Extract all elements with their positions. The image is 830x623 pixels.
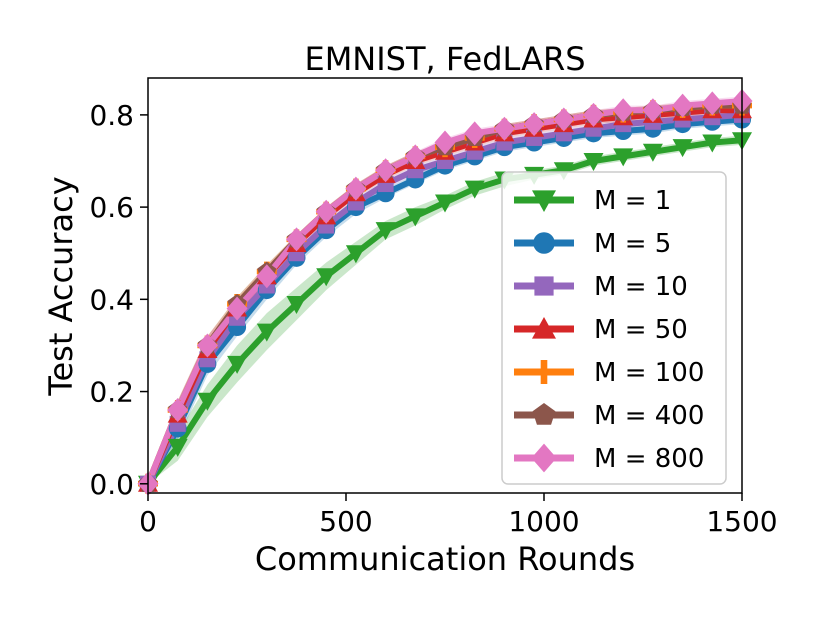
- y-tick-label: 0.6: [89, 191, 134, 224]
- y-tick-label: 0.8: [89, 99, 134, 132]
- series-7-point: [553, 107, 575, 132]
- legend-item: M = 100: [514, 358, 704, 388]
- series-markers: [137, 89, 753, 496]
- series-1-point: [435, 194, 455, 213]
- y-axis-ticks: 0.0 0.2 0.4 0.6 0.8: [89, 99, 148, 501]
- y-axis-label: Test Accuracy: [42, 176, 80, 396]
- legend-marker: [532, 360, 556, 384]
- y-tick-label: 0.4: [89, 283, 134, 316]
- x-tick-label: 500: [319, 505, 372, 538]
- series-1-point: [553, 162, 574, 181]
- series-7-point: [612, 98, 634, 123]
- x-tick-label: 1500: [706, 505, 777, 538]
- x-axis-label: Communication Rounds: [255, 540, 635, 578]
- series-7-point: [672, 93, 694, 118]
- legend-item: M = 1: [514, 186, 671, 216]
- series-7-point: [583, 102, 604, 127]
- legend-label: M = 100: [594, 358, 704, 388]
- legend-marker: [532, 403, 556, 425]
- series-7-point: [701, 91, 723, 116]
- legend-item: M = 50: [514, 315, 688, 345]
- series-7-point: [286, 227, 307, 252]
- legend-marker: [531, 443, 557, 473]
- legend-marker: [532, 317, 556, 339]
- series-1-point: [256, 323, 277, 342]
- series-7-point: [167, 398, 189, 422]
- series-7-point: [523, 112, 545, 137]
- legend: M = 1 M = 5 M = 10 M = 50 M = 100 M = 400 M = …: [501, 171, 727, 485]
- legend-label: M = 5: [594, 229, 671, 259]
- series-1-point: [464, 180, 485, 199]
- x-tick-label: 0: [139, 505, 157, 538]
- legend-item: M = 10: [514, 272, 688, 302]
- series-1-point: [642, 143, 663, 162]
- chart-title: EMNIST, FedLARS: [304, 40, 585, 78]
- series-7-point: [226, 296, 248, 321]
- series-1-point: [613, 148, 634, 167]
- legend-label: M = 1: [594, 186, 671, 216]
- series-1-point: [197, 392, 218, 411]
- y-tick-label: 0.0: [89, 468, 134, 501]
- legend-item: M = 400: [514, 401, 704, 431]
- legend-label: M = 50: [594, 315, 688, 345]
- series-7-point: [642, 98, 664, 123]
- series-7-point: [196, 333, 218, 358]
- series-1-point: [227, 355, 248, 374]
- series-1-point: [316, 268, 337, 287]
- legend-box: [501, 171, 727, 485]
- series-2-band: [148, 114, 742, 484]
- series-7-point: [345, 176, 367, 201]
- x-tick-label: 1000: [508, 505, 579, 538]
- series-1-point: [345, 245, 366, 264]
- series-7-point: [375, 158, 397, 183]
- plot-frame: [147, 77, 743, 494]
- legend-label: M = 400: [594, 401, 704, 431]
- legend-label: M = 800: [594, 444, 704, 474]
- legend-item: M = 5: [514, 229, 671, 259]
- series-7-point: [493, 116, 515, 141]
- legend-marker: [532, 190, 556, 212]
- series-1-point: [167, 438, 188, 457]
- y-tick-label: 0.2: [89, 376, 134, 409]
- series-7-point: [256, 264, 278, 289]
- series-1-point: [702, 134, 723, 153]
- series-7-point: [434, 130, 456, 155]
- series-7-point: [315, 199, 337, 224]
- series-1-point: [375, 222, 396, 241]
- series-1-point: [405, 208, 426, 227]
- series-7-point: [464, 121, 486, 146]
- x-axis-ticks: 0 500 1000 1500: [139, 493, 778, 538]
- legend-item: M = 800: [514, 443, 704, 474]
- series-1-point: [286, 295, 307, 314]
- legend-marker: [533, 232, 555, 254]
- series-1-point: [583, 153, 604, 171]
- series-7-point: [404, 144, 426, 169]
- series-1-point: [672, 139, 693, 158]
- legend-marker: [534, 276, 554, 296]
- legend-label: M = 10: [594, 272, 688, 302]
